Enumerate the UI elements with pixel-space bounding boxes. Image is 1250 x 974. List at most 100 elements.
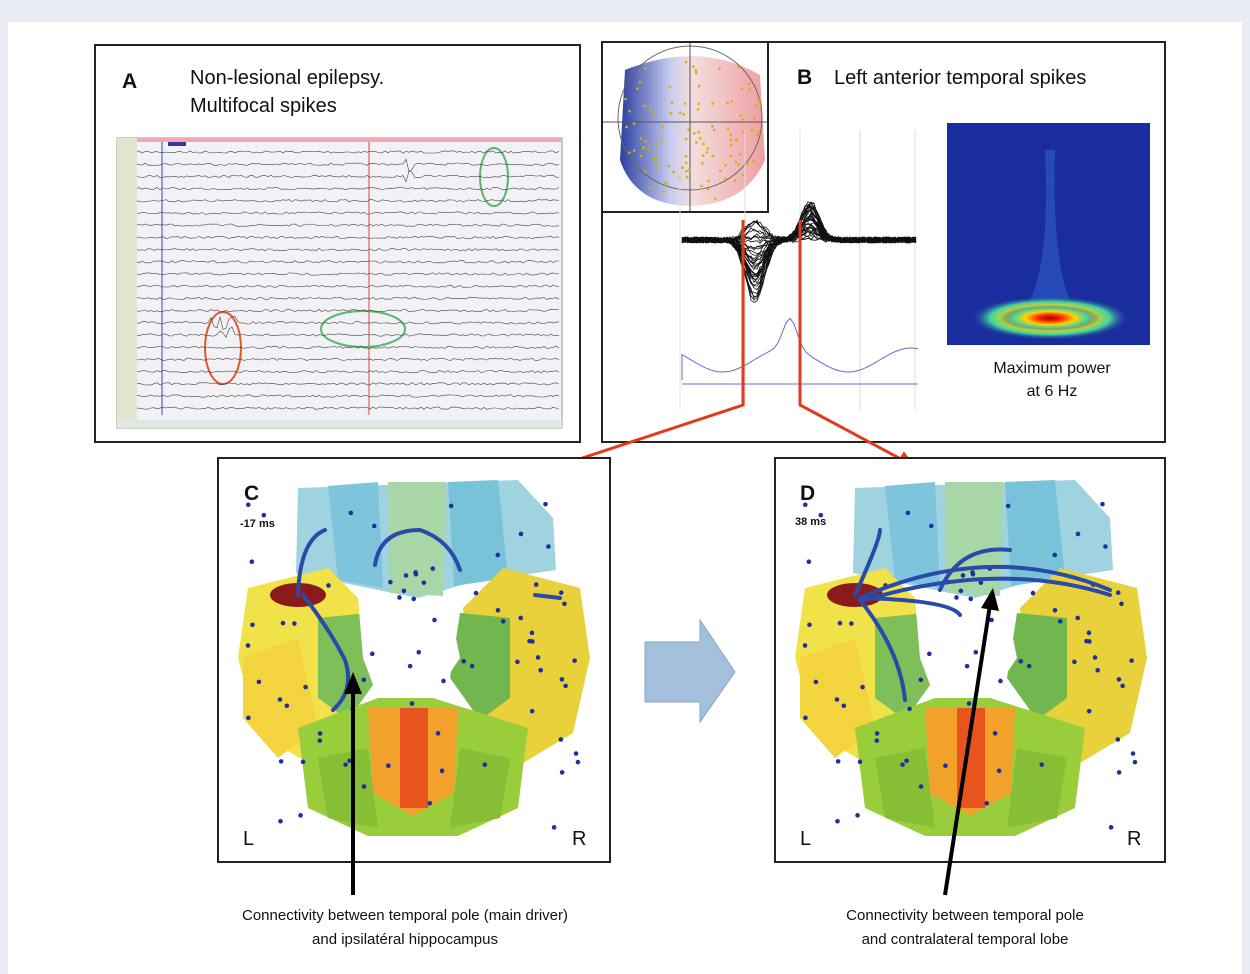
figure-detail	[530, 709, 535, 714]
figure-detail	[730, 139, 733, 142]
figure-detail	[729, 154, 732, 157]
figure-detail	[1116, 737, 1121, 742]
figure-detail	[536, 655, 541, 660]
figure-detail	[137, 138, 562, 142]
figure-detail	[559, 590, 564, 595]
figure-detail	[875, 731, 880, 736]
figure-detail	[734, 179, 737, 182]
figure-detail	[117, 420, 562, 428]
figure-detail	[663, 190, 666, 193]
figure-detail	[711, 125, 714, 128]
figure-detail	[997, 769, 1002, 774]
figure-detail	[436, 731, 441, 736]
figure-detail	[644, 170, 647, 173]
figure-detail	[748, 88, 751, 91]
figure-detail	[431, 566, 436, 571]
figure-detail	[679, 112, 682, 115]
figure-detail	[669, 112, 672, 115]
figure-detail	[168, 142, 186, 146]
figure-detail	[562, 601, 567, 606]
figure-detail	[343, 762, 348, 767]
figure-detail	[279, 759, 284, 764]
figure-detail	[702, 154, 705, 157]
time-frequency-map	[947, 123, 1150, 345]
figure-detail	[422, 580, 427, 585]
figure-detail	[496, 608, 501, 613]
figure-detail	[918, 678, 923, 683]
figure-detail	[250, 559, 255, 564]
figure-detail	[628, 151, 631, 154]
figure-detail	[1119, 601, 1124, 606]
figure-detail	[907, 707, 912, 712]
figure-detail	[636, 87, 639, 90]
figure-detail	[386, 763, 391, 768]
figure-detail	[668, 165, 671, 168]
figure-detail	[753, 117, 756, 120]
figure-detail	[998, 679, 1003, 684]
figure-detail	[711, 155, 714, 158]
figure-detail	[706, 151, 709, 154]
panel-label: B	[797, 66, 812, 89]
figure-detail	[292, 621, 297, 626]
figure-detail	[849, 621, 854, 626]
figure-detail	[730, 133, 733, 136]
figure-detail	[372, 524, 377, 529]
figure-detail	[739, 114, 742, 117]
figure-detail	[685, 155, 688, 158]
figure-detail	[628, 110, 631, 113]
figure-detail	[698, 85, 701, 88]
figure-detail	[900, 762, 905, 767]
figure-detail	[246, 716, 251, 721]
figure-detail	[699, 137, 702, 140]
figure-detail	[534, 582, 539, 587]
figure-detail	[757, 98, 760, 101]
panel-label: A	[122, 70, 137, 93]
figure-detail	[660, 140, 663, 143]
figure-detail	[563, 684, 568, 689]
figure: A Non-lesional epilepsy. Multifocal spik…	[0, 0, 1250, 974]
figure-detail	[495, 553, 500, 558]
figure-detail	[685, 170, 688, 173]
figure-detail	[685, 162, 688, 165]
figure-detail	[1100, 502, 1105, 507]
figure-detail	[755, 104, 758, 107]
figure-detail	[1133, 760, 1138, 765]
figure-detail	[574, 751, 579, 756]
figure-detail	[560, 677, 565, 682]
figure-detail	[714, 198, 717, 201]
figure-detail	[281, 621, 286, 626]
figure-detail	[671, 102, 674, 105]
figure-detail	[1087, 631, 1092, 636]
figure-detail	[246, 643, 251, 648]
figure-detail	[971, 572, 976, 577]
figure-detail	[1117, 770, 1122, 775]
figure-detail	[317, 738, 322, 743]
figure-detail	[470, 664, 475, 669]
figure-detail	[687, 129, 690, 132]
figure-detail	[318, 731, 323, 736]
figure-detail	[652, 157, 655, 160]
figure-detail	[1129, 658, 1134, 663]
figure-detail	[257, 680, 262, 685]
side-label: R	[572, 828, 586, 850]
figure-detail	[1031, 591, 1036, 596]
figure-detail	[633, 149, 636, 152]
figure-detail	[649, 108, 652, 111]
time-label: 38 ms	[795, 516, 826, 528]
figure-detail	[410, 701, 415, 706]
figure-detail	[719, 170, 722, 173]
figure-detail	[370, 652, 375, 657]
panel-title: Non-lesional epilepsy.	[190, 67, 384, 89]
figure-detail	[807, 622, 812, 627]
figure-detail	[639, 154, 642, 157]
figure-detail	[682, 113, 685, 116]
figure-detail	[644, 140, 647, 143]
figure-detail	[519, 532, 524, 537]
figure-detail	[625, 126, 628, 129]
figure-detail	[262, 513, 267, 518]
figure-detail	[1039, 762, 1044, 767]
page: A Non-lesional epilepsy. Multifocal spik…	[0, 0, 1250, 974]
caption: and contralateral temporal lobe	[862, 931, 1069, 948]
figure-detail	[639, 81, 642, 84]
figure-detail	[756, 134, 759, 137]
